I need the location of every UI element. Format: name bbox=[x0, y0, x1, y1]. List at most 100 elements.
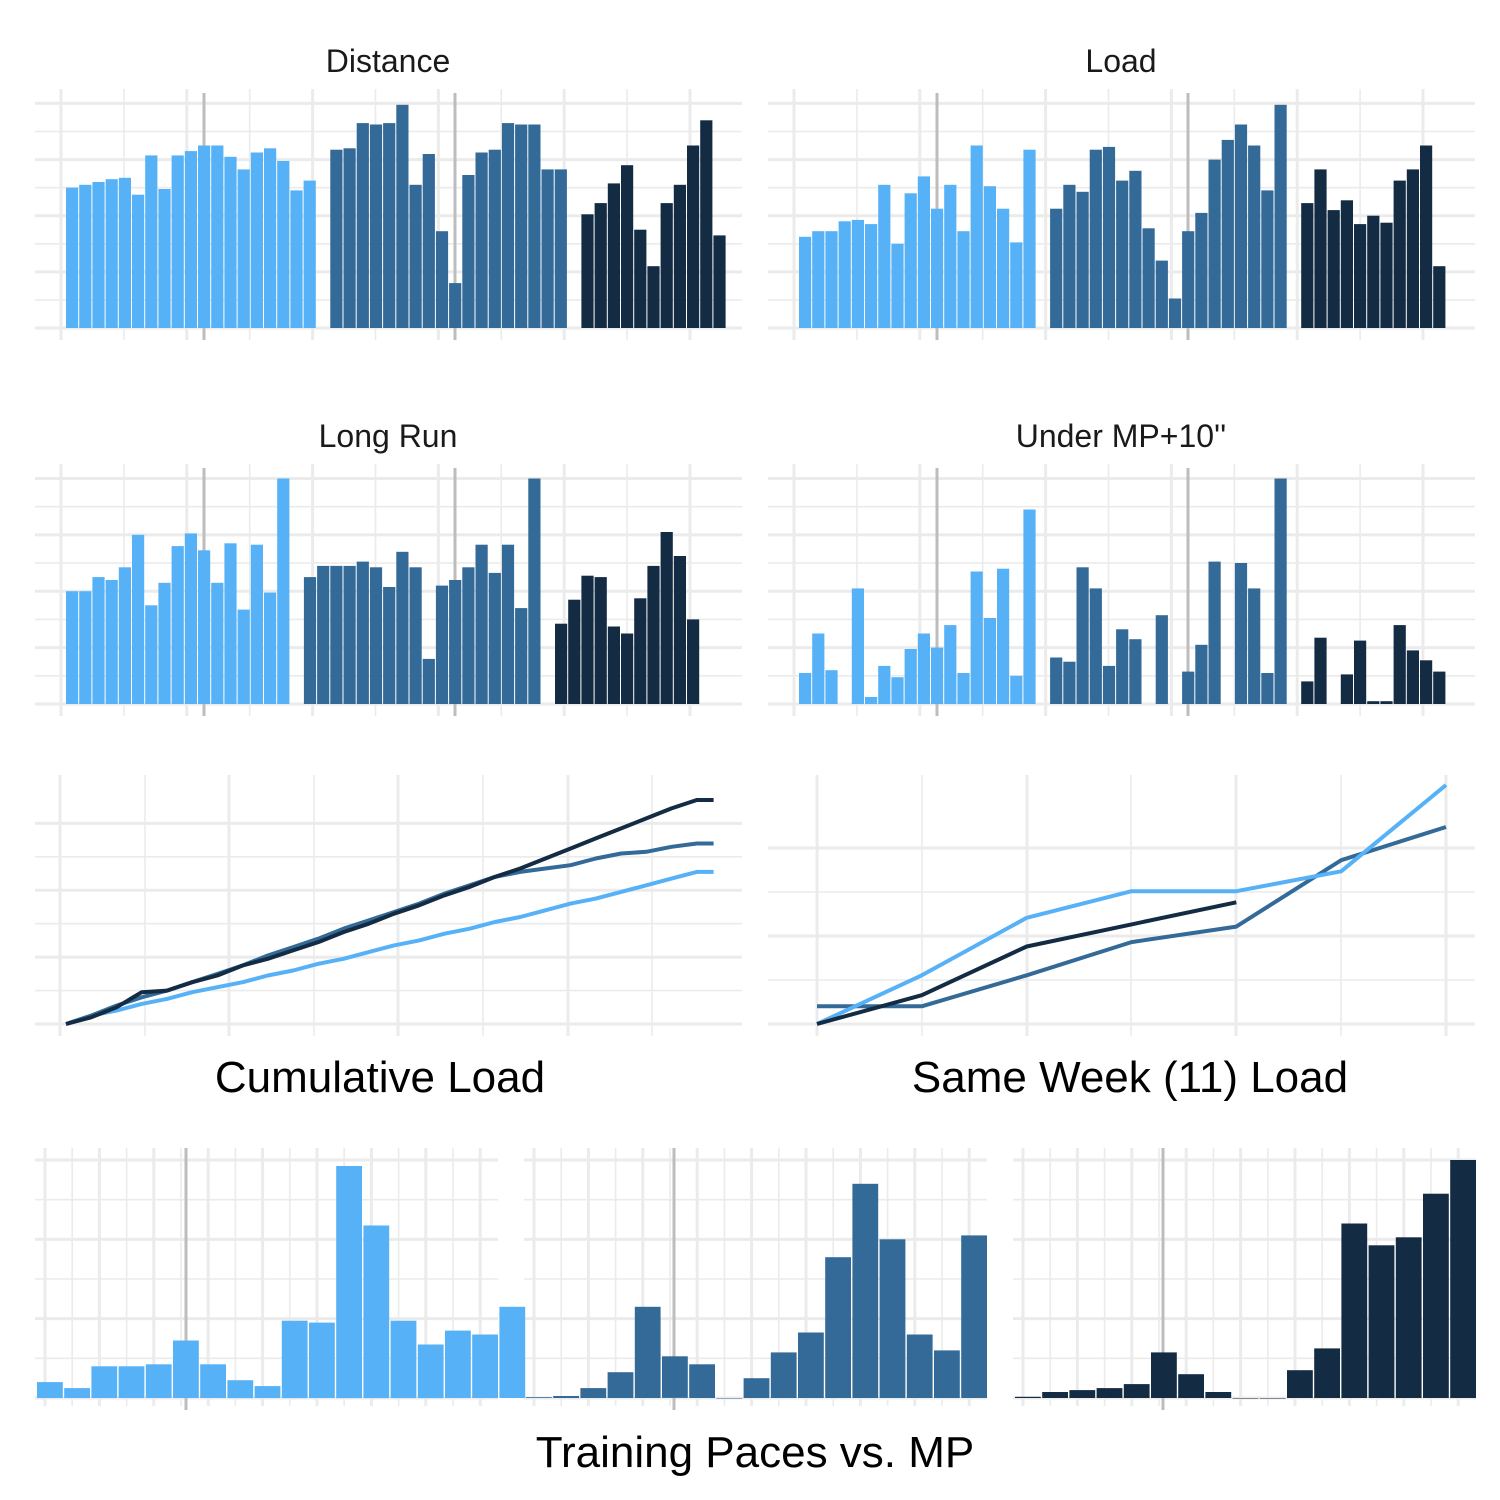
cumulative-load-panel: Cumulative Load bbox=[35, 775, 742, 1102]
bar bbox=[79, 184, 92, 328]
bar bbox=[1155, 615, 1168, 704]
bar bbox=[1420, 660, 1433, 704]
bar bbox=[184, 151, 197, 328]
bar bbox=[957, 231, 970, 328]
bar bbox=[528, 478, 541, 704]
bar bbox=[660, 203, 673, 328]
bar bbox=[369, 567, 383, 704]
bar bbox=[198, 145, 211, 328]
histogram-bar bbox=[1096, 1388, 1123, 1398]
histogram-bar bbox=[662, 1356, 688, 1398]
bar bbox=[1195, 212, 1208, 328]
series-line bbox=[65, 798, 714, 1026]
bar bbox=[997, 208, 1010, 328]
histogram-bar bbox=[1232, 1398, 1259, 1399]
bar bbox=[1380, 701, 1393, 704]
histogram-bar bbox=[200, 1364, 226, 1398]
bar bbox=[92, 182, 105, 328]
bar bbox=[970, 571, 983, 704]
bar bbox=[851, 219, 864, 328]
bar bbox=[1274, 478, 1287, 704]
bar bbox=[904, 649, 917, 704]
bar bbox=[462, 175, 475, 328]
series-line bbox=[65, 869, 714, 1026]
histogram-bar bbox=[309, 1322, 335, 1398]
bar bbox=[700, 120, 713, 328]
bar bbox=[198, 550, 211, 704]
bar bbox=[1301, 681, 1314, 704]
bar bbox=[158, 582, 171, 704]
training-paces-bars bbox=[37, 1160, 1476, 1399]
bar bbox=[660, 532, 673, 704]
histogram-bar bbox=[445, 1330, 471, 1398]
bar bbox=[1314, 637, 1327, 704]
histogram-bar bbox=[553, 1396, 579, 1398]
load-bars bbox=[799, 104, 1446, 328]
bar bbox=[118, 177, 131, 328]
cumulative-load-lines bbox=[65, 798, 714, 1026]
bar bbox=[105, 179, 118, 328]
bar bbox=[825, 231, 838, 328]
long-run-title: Long Run bbox=[319, 418, 458, 454]
histogram-bar bbox=[1423, 1193, 1449, 1398]
distance-title: Distance bbox=[326, 43, 451, 79]
bar bbox=[1050, 208, 1063, 328]
histogram-bar bbox=[472, 1334, 498, 1398]
histogram-bar bbox=[1368, 1245, 1395, 1398]
bar bbox=[1195, 644, 1208, 704]
bar bbox=[132, 194, 145, 328]
bar bbox=[1010, 675, 1023, 704]
bar bbox=[687, 619, 700, 704]
bar bbox=[343, 148, 356, 328]
bar bbox=[396, 551, 409, 704]
bar bbox=[237, 609, 250, 704]
bar bbox=[237, 169, 250, 328]
training-paces-title: Training Paces vs. MP bbox=[536, 1428, 975, 1477]
bar bbox=[528, 124, 541, 328]
bar bbox=[66, 187, 79, 328]
bar bbox=[1340, 200, 1353, 328]
bar bbox=[1023, 509, 1036, 704]
bar bbox=[673, 556, 686, 704]
bar bbox=[66, 591, 79, 704]
bar bbox=[878, 184, 891, 328]
histogram-bar bbox=[1395, 1237, 1422, 1398]
bar bbox=[1393, 180, 1406, 328]
bar bbox=[713, 235, 726, 328]
histogram-bar bbox=[1341, 1223, 1368, 1398]
bar bbox=[568, 599, 581, 704]
bar bbox=[449, 283, 462, 328]
histogram-bar bbox=[1123, 1384, 1150, 1398]
bar bbox=[1063, 184, 1076, 328]
bar bbox=[1406, 650, 1419, 704]
load-panel: Load bbox=[768, 43, 1475, 340]
series-line bbox=[817, 825, 1447, 1009]
under-mp-title: Under MP+10'' bbox=[1016, 418, 1227, 454]
bar bbox=[1406, 169, 1419, 328]
bar bbox=[1129, 170, 1142, 328]
bar bbox=[878, 665, 891, 704]
bar bbox=[1433, 671, 1446, 704]
bar bbox=[1380, 222, 1393, 328]
histogram-bar bbox=[743, 1378, 770, 1398]
bar bbox=[594, 203, 607, 328]
histogram-bar bbox=[1178, 1374, 1204, 1398]
bar bbox=[501, 544, 515, 704]
histogram-bar bbox=[1287, 1370, 1313, 1398]
bar bbox=[343, 565, 356, 704]
bar bbox=[356, 123, 369, 328]
histogram-bar bbox=[281, 1320, 308, 1399]
bar bbox=[277, 161, 290, 328]
bar bbox=[634, 598, 647, 704]
under-mp-grid bbox=[768, 464, 1475, 716]
histogram-bar bbox=[363, 1225, 390, 1399]
distance-bars bbox=[66, 104, 726, 328]
bar bbox=[1102, 146, 1116, 328]
bar bbox=[1354, 224, 1367, 328]
bar bbox=[1129, 639, 1142, 704]
bar bbox=[1261, 190, 1274, 328]
histogram-bar bbox=[1069, 1390, 1096, 1398]
bar bbox=[1102, 665, 1116, 704]
bar bbox=[158, 189, 171, 328]
